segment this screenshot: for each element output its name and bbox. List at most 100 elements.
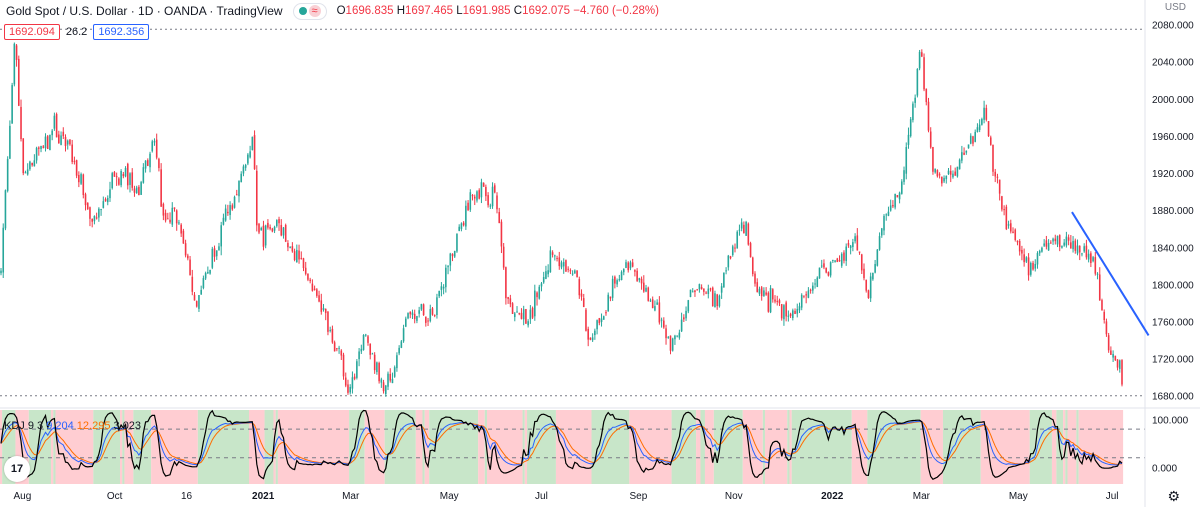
candle-body [591,337,594,341]
candle-body [823,263,825,268]
candle-body [807,290,810,298]
candle-body [327,311,329,332]
x-tick-label: Oct [107,491,123,502]
candle-body [874,264,876,273]
kdj-zone-bear [364,410,385,484]
x-tick-label: 2022 [821,491,844,502]
symbol-title[interactable]: Gold Spot / U.S. Dollar · 1D · OANDA · T… [6,4,283,18]
candle-body [567,268,569,270]
candle-body [760,287,763,297]
candle-body [574,270,576,274]
candle-body [387,373,389,387]
gear-icon[interactable]: ⚙ [1167,488,1180,504]
candle-body [280,224,283,236]
candle-body [1005,206,1008,230]
candle-body [714,293,716,308]
candle-body [104,199,107,202]
candle-body [329,329,331,331]
candle-body [115,176,118,178]
candle-body [989,137,992,145]
candle-body [231,205,234,210]
candle-body [384,385,387,395]
candle-body [255,170,258,226]
candle-body [776,300,779,302]
candle-body [1001,196,1003,210]
candle-body [607,294,610,312]
candle-body [1121,360,1123,385]
candle-body [840,253,843,266]
kdj-zone-bull [1065,410,1068,484]
candle-body [449,253,452,266]
candle-body [1105,321,1108,335]
candle-body [471,195,474,197]
candle-body [611,278,614,298]
candle-body [634,270,636,272]
candle-body [925,88,928,103]
kdj-zone-bull [762,410,766,484]
candle-body [465,205,467,227]
candle-body [680,319,683,332]
candle-body [413,313,416,320]
candle-body [371,353,374,355]
candle-body [251,136,254,151]
candle-body [78,174,80,183]
candle-body [576,270,578,278]
candle-body [700,286,703,290]
buy-price-box[interactable]: 1692.356 [93,24,150,40]
indicator-name[interactable]: KDJ 9 3 [4,420,44,432]
k-value: 9.204 [46,420,74,432]
open-value: 1696.835 [345,5,394,17]
candle-body [687,300,690,312]
candle-body [480,182,483,198]
candle-body [1092,257,1094,262]
candle-body [689,289,692,298]
candle-body [485,186,487,197]
candle-body [711,287,714,307]
market-status-chip[interactable]: ≈ [292,2,327,20]
candle-body [46,136,49,150]
sell-price-box[interactable]: 1692.094 [4,24,60,40]
candle-body [195,301,198,307]
candle-body [91,219,93,222]
candle-body [60,135,62,145]
candle-body [1081,253,1083,255]
candle-body [754,273,756,284]
candle-body [987,121,990,137]
candle-body [885,214,888,216]
candle-body [271,228,274,232]
candle-body [235,194,238,196]
candle-body [153,141,156,143]
candle-body [2,227,5,273]
kdj-zone-bear [55,410,94,484]
candle-body [1054,238,1057,242]
candle-body [549,250,552,273]
candle-body [133,188,136,193]
candle-body [698,284,701,290]
candle-body [849,245,852,249]
candle-body [86,202,89,210]
candle-body [24,172,27,174]
candle-body [95,217,98,219]
kdj-zone-bull [527,410,556,484]
candle-body [289,246,291,248]
tradingview-logo-icon[interactable]: 17 [4,456,30,482]
candle-body [0,270,2,274]
trendline [1071,211,1150,336]
candle-body [55,114,58,138]
candle-body [282,227,285,236]
candle-body [360,348,363,352]
candle-body [994,171,997,177]
candle-body [126,163,129,186]
candle-body [594,330,596,336]
candle-body [502,246,505,268]
candle-body [476,191,478,201]
currency-label[interactable]: USD [1164,2,1186,13]
candle-body [974,131,977,142]
candle-body [82,174,85,195]
candle-body [542,277,545,283]
candle-body [422,304,425,316]
candle-body [298,250,300,260]
candle-body [1007,224,1010,226]
